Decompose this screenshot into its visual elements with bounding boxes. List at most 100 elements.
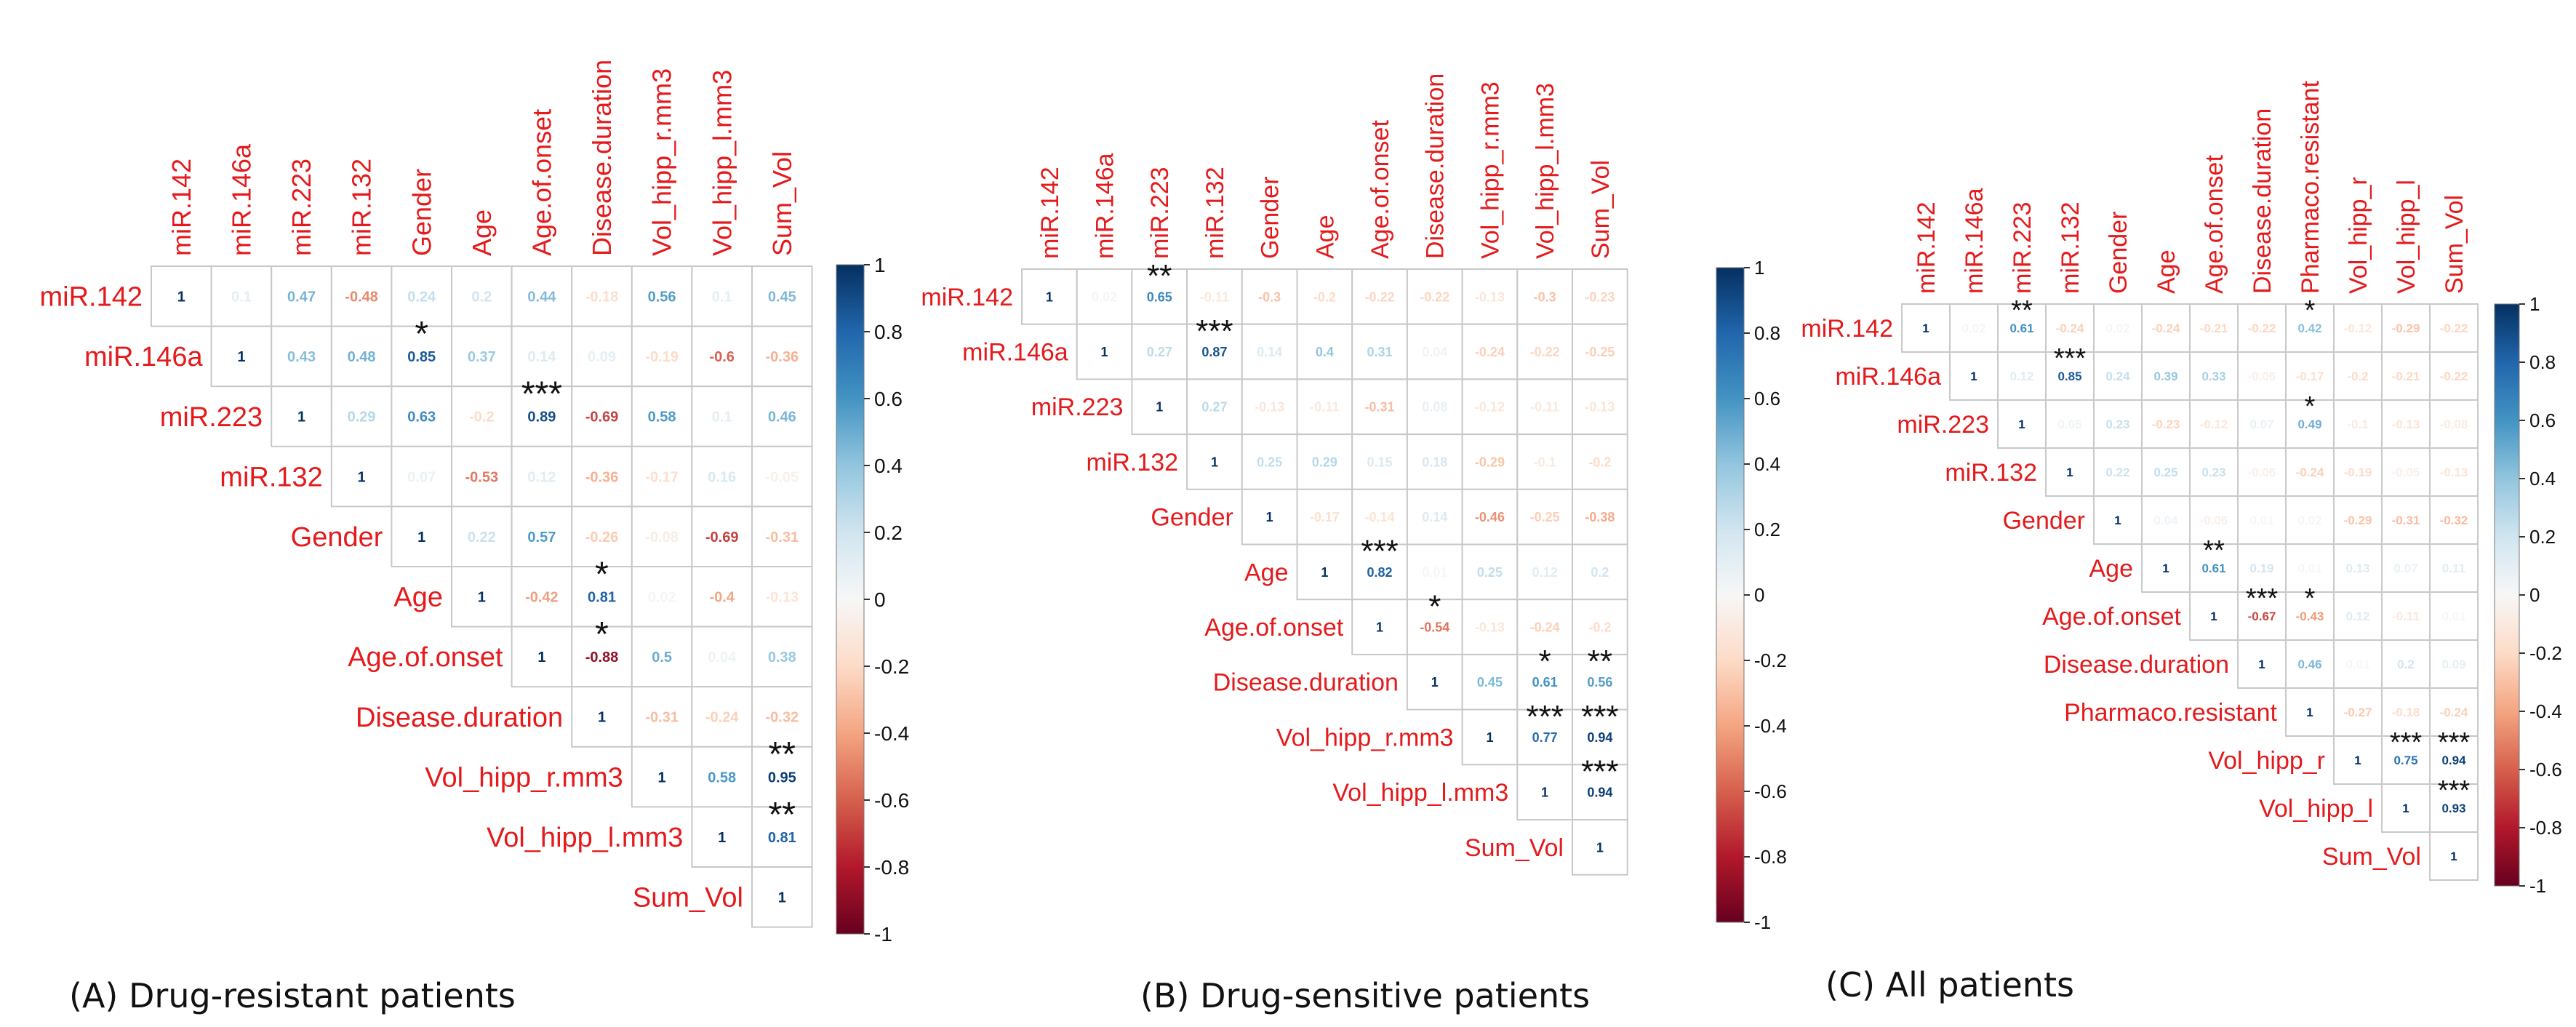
cell-value: 0.24 <box>407 289 436 305</box>
column-label: Sum_Vol <box>2441 195 2468 294</box>
row-label: Disease.duration <box>356 703 563 733</box>
cell-value: 0.19 <box>2249 562 2273 575</box>
cell-value: 1 <box>2066 465 2073 479</box>
cell-value: 1 <box>1541 786 1548 800</box>
cell-value: -0.69 <box>585 409 619 425</box>
colorbar-tick-label: 0 <box>874 588 886 611</box>
row-label: miR.142 <box>1801 315 1893 343</box>
column-label: miR.132 <box>1201 167 1229 259</box>
matrix-cell <box>691 505 753 568</box>
matrix-cell <box>1296 543 1353 601</box>
cell-value: 0.22 <box>2105 465 2129 479</box>
cell-value: -0.05 <box>2392 465 2420 479</box>
matrix-cell <box>2141 495 2191 545</box>
column-label: Vol_hipp_r.mm3 <box>1476 81 1504 259</box>
matrix-cell <box>1461 653 1519 711</box>
matrix-cell <box>1241 378 1298 436</box>
cell-value: -0.22 <box>1365 289 1395 304</box>
cell-value: 0.05 <box>2057 417 2081 431</box>
column-label: Age.of.onset <box>527 109 557 256</box>
cell-value: -0.17 <box>2296 369 2324 383</box>
matrix-cell <box>2381 639 2431 689</box>
cell-value: -0.69 <box>705 530 739 546</box>
cell-value: 0.22 <box>468 530 496 546</box>
colorbar-tick-label: -1 <box>1754 911 1771 933</box>
cell-value: 1 <box>2450 850 2457 863</box>
colorbar-tick-label: -0.2 <box>2529 642 2562 664</box>
cell-value: -0.14 <box>1365 510 1395 524</box>
cell-value: 0.01 <box>2249 514 2273 527</box>
cell-value: -0.2 <box>2347 369 2368 383</box>
matrix-cell <box>391 385 453 447</box>
column-label: Vol_hipp_l.mm3 <box>707 70 737 256</box>
cell-value: 0.16 <box>708 469 736 485</box>
cell-value: -0.2 <box>1588 455 1611 469</box>
panel-caption: (A) Drug-resistant patients <box>69 976 516 1015</box>
colorbar-tick-label: 0.8 <box>1754 322 1780 344</box>
colorbar-tick-label: -0.6 <box>874 789 909 812</box>
colorbar-tick-label: -0.2 <box>1754 650 1787 671</box>
cell-value: -0.13 <box>1475 289 1505 304</box>
significance-mark: *** <box>521 375 562 414</box>
cell-value: 0.39 <box>2153 369 2177 383</box>
significance-mark: * <box>595 615 609 654</box>
matrix-cell <box>691 385 753 447</box>
matrix-cell <box>2429 399 2479 449</box>
colorbar-tick-label: -0.4 <box>874 722 909 745</box>
matrix-cell <box>210 325 273 388</box>
row-label: Sum_Vol <box>1465 834 1564 862</box>
matrix-cell <box>1997 399 2047 449</box>
cell-value: 0.02 <box>1092 289 1117 304</box>
row-label: miR.146a <box>962 338 1068 366</box>
cell-value: -0.06 <box>2248 369 2276 383</box>
matrix-cell <box>1241 433 1298 490</box>
cell-value: 0.07 <box>2393 562 2417 575</box>
column-label: Pharmaco.resistant <box>2297 81 2324 294</box>
significance-mark: *** <box>1361 534 1398 570</box>
cell-value: 0.01 <box>2345 658 2369 671</box>
cell-value: -0.1 <box>2347 417 2368 431</box>
matrix-cell <box>631 325 693 388</box>
cell-value: 0.57 <box>527 530 556 546</box>
significance-mark: * <box>2305 391 2316 422</box>
cell-value: 1 <box>658 770 666 786</box>
column-label: miR.146a <box>1961 188 1988 294</box>
colorbar-tick-label: 0.6 <box>874 388 903 410</box>
cell-value: -0.24 <box>1475 345 1505 359</box>
matrix-cell <box>571 626 633 688</box>
cell-value: -0.11 <box>1200 289 1229 304</box>
cell-value: -0.4 <box>709 590 735 606</box>
cell-value: -0.2 <box>1313 289 1336 304</box>
cell-value: -0.43 <box>2296 610 2324 623</box>
matrix-cell <box>751 445 813 508</box>
matrix-cell <box>1351 433 1408 490</box>
matrix-cell <box>2333 543 2383 593</box>
cell-value: 0.25 <box>1257 455 1282 469</box>
matrix-cell <box>1406 488 1463 546</box>
cell-value: 0.02 <box>1961 321 1985 335</box>
column-label: miR.223 <box>287 159 316 256</box>
cell-value: 0.02 <box>2105 321 2129 335</box>
matrix-cell <box>571 445 633 508</box>
cell-value: -0.29 <box>2392 321 2420 335</box>
matrix-cell <box>691 806 753 868</box>
cell-value: -0.11 <box>2392 610 2420 623</box>
matrix-cell <box>1351 378 1408 436</box>
cell-value: 0.02 <box>2297 514 2321 527</box>
cell-value: 0.11 <box>2442 562 2465 575</box>
column-label: Sum_Vol <box>767 151 797 256</box>
matrix-cell <box>2333 447 2383 497</box>
cell-value: 1 <box>2306 706 2313 719</box>
matrix-cell <box>1131 268 1188 325</box>
matrix-cell <box>210 265 273 327</box>
matrix-cell <box>2381 783 2431 833</box>
cell-value: 0.02 <box>648 590 676 606</box>
cell-value: 0.1 <box>712 409 732 425</box>
matrix-cell <box>2381 591 2431 641</box>
row-label: Sum_Vol <box>633 883 743 914</box>
cell-value: 0.47 <box>287 289 316 305</box>
cell-value: -0.08 <box>645 530 679 546</box>
cell-value: -0.24 <box>2152 321 2180 335</box>
significance-mark: * <box>1539 644 1551 679</box>
cell-value: 1 <box>1596 840 1604 855</box>
